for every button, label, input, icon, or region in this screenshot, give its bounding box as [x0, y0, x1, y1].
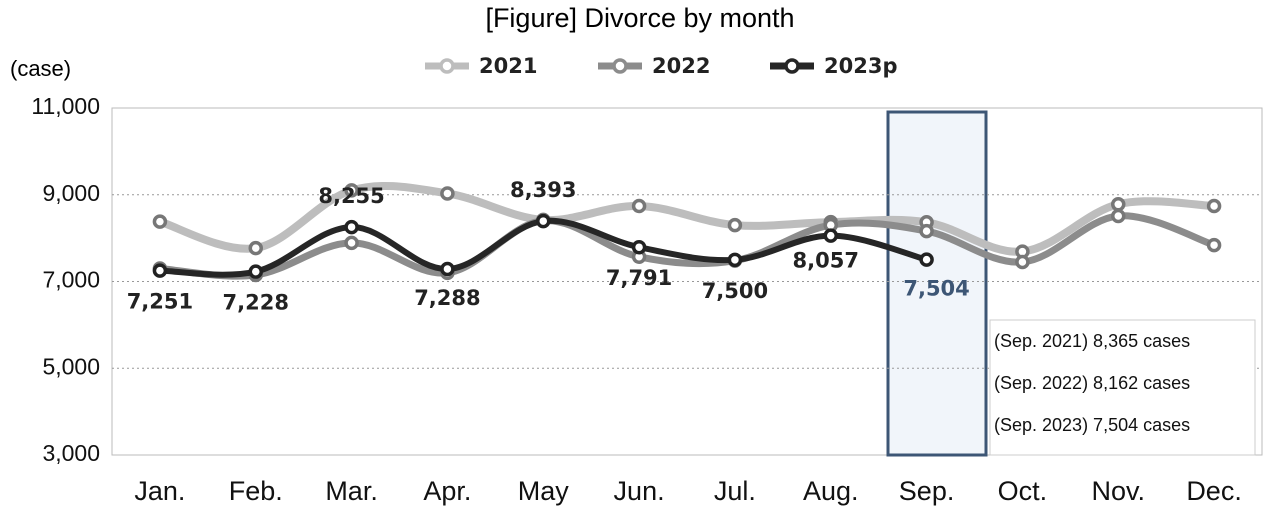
x-tick-label: Oct.: [998, 476, 1048, 506]
point-marker: [631, 198, 647, 214]
point-marker: [727, 252, 743, 268]
point-marker: [248, 240, 263, 256]
y-tick-label: 11,000: [31, 93, 100, 119]
series-line: [156, 212, 1218, 280]
data-label: 7,251: [127, 290, 193, 314]
data-label: 7,504: [903, 277, 969, 301]
point-marker: [919, 252, 934, 267]
point-marker: [1206, 198, 1222, 214]
legend-marker: [612, 58, 628, 74]
x-tick-label: Apr.: [423, 476, 471, 506]
point-marker: [152, 263, 168, 278]
point-marker: [344, 235, 359, 251]
x-tick-label: Nov.: [1091, 476, 1145, 506]
y-tick-label: 5,000: [42, 353, 100, 379]
series-line: [155, 182, 1219, 256]
x-tick-label: Jan.: [134, 476, 185, 506]
legend-label: 2023p: [824, 54, 897, 78]
legend-label: 2021: [479, 54, 537, 78]
point-marker: [727, 217, 743, 233]
legend-label: 2022: [652, 54, 710, 78]
point-marker: [440, 261, 455, 277]
point-marker: [919, 223, 934, 239]
annotation-text: (Sep. 2023) 7,504 cases: [994, 415, 1190, 435]
annotation-text: (Sep. 2022) 8,162 cases: [994, 373, 1190, 393]
data-label: 7,288: [414, 286, 480, 310]
x-tick-label: Aug.: [803, 476, 859, 506]
point-marker: [1111, 208, 1126, 224]
point-marker: [344, 219, 359, 235]
point-marker: [344, 183, 359, 198]
point-marker: [631, 239, 647, 255]
y-tick-label: 3,000: [42, 440, 100, 466]
x-tick-label: Feb.: [229, 476, 283, 506]
data-label: 7,791: [606, 266, 672, 290]
data-label: 8,255: [318, 184, 384, 208]
point-marker: [823, 228, 838, 243]
point-marker: [152, 214, 168, 229]
y-tick-label: 7,000: [42, 267, 100, 293]
x-tick-label: Sep.: [899, 476, 955, 506]
annotation-box: [989, 319, 1256, 456]
data-label: 8,393: [510, 178, 576, 202]
point-marker: [248, 264, 263, 279]
chart-title: [Figure] Divorce by month: [485, 3, 794, 33]
annotation-text: (Sep. 2021) 8,365 cases: [994, 331, 1190, 351]
highlight-box: [886, 110, 988, 457]
point-marker: [536, 213, 551, 229]
x-tick-label: Mar.: [325, 476, 378, 506]
x-tick-label: Dec.: [1186, 476, 1242, 506]
data-label: 8,057: [793, 249, 859, 273]
y-axis-label: (case): [10, 56, 71, 81]
point-marker: [1015, 254, 1030, 270]
x-tick-label: Jul.: [714, 476, 756, 506]
legend-marker: [784, 58, 800, 74]
legend-marker: [439, 58, 455, 74]
point-marker: [440, 186, 455, 201]
data-label: 7,500: [702, 279, 768, 303]
x-tick-label: May: [518, 476, 570, 506]
x-tick-label: Jun.: [614, 476, 665, 506]
y-tick-label: 9,000: [42, 180, 100, 206]
data-label: 7,228: [223, 291, 289, 315]
point-marker: [1206, 237, 1222, 253]
point-marker: [1111, 197, 1126, 212]
